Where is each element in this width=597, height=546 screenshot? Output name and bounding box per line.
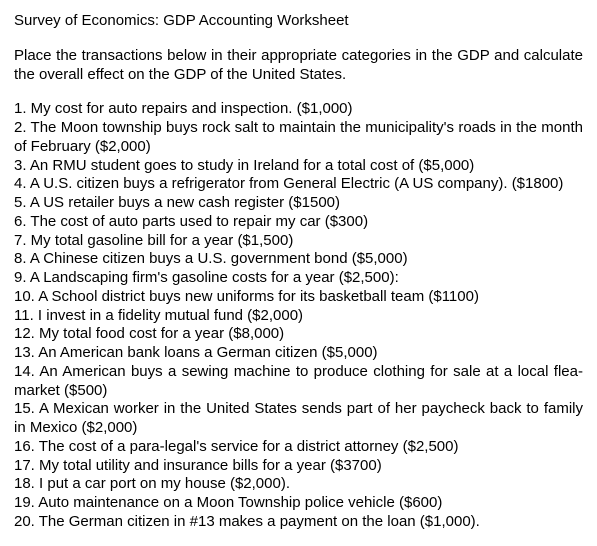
list-item: 10. A School district buys new uniforms … — [14, 288, 583, 307]
list-item: 11. I invest in a fidelity mutual fund (… — [14, 307, 583, 326]
worksheet-title: Survey of Economics: GDP Accounting Work… — [14, 12, 583, 31]
list-item: 9. A Landscaping firm's gasoline costs f… — [14, 269, 583, 288]
list-item: 13. An American bank loans a German citi… — [14, 344, 583, 363]
list-item: 18. I put a car port on my house ($2,000… — [14, 475, 583, 494]
list-item: 14. An American buys a sewing machine to… — [14, 363, 583, 401]
list-item: 6. The cost of auto parts used to repair… — [14, 213, 583, 232]
list-item: 2. The Moon township buys rock salt to m… — [14, 119, 583, 157]
list-item: 20. The German citizen in #13 makes a pa… — [14, 513, 583, 532]
list-item: 15. A Mexican worker in the United State… — [14, 400, 583, 438]
list-item: 5. A US retailer buys a new cash registe… — [14, 194, 583, 213]
list-item: 19. Auto maintenance on a Moon Township … — [14, 494, 583, 513]
list-item: 16. The cost of a para-legal's service f… — [14, 438, 583, 457]
list-item: 3. An RMU student goes to study in Irela… — [14, 157, 583, 176]
list-item: 8. A Chinese citizen buys a U.S. governm… — [14, 250, 583, 269]
list-item: 7. My total gasoline bill for a year ($1… — [14, 232, 583, 251]
list-item: 1. My cost for auto repairs and inspecti… — [14, 100, 583, 119]
list-item: 4. A U.S. citizen buys a refrigerator fr… — [14, 175, 583, 194]
list-item: 17. My total utility and insurance bills… — [14, 457, 583, 476]
worksheet-page: Survey of Economics: GDP Accounting Work… — [0, 0, 597, 546]
transaction-list: 1. My cost for auto repairs and inspecti… — [14, 100, 583, 531]
worksheet-instructions: Place the transactions below in their ap… — [14, 47, 583, 85]
list-item: 12. My total food cost for a year ($8,00… — [14, 325, 583, 344]
